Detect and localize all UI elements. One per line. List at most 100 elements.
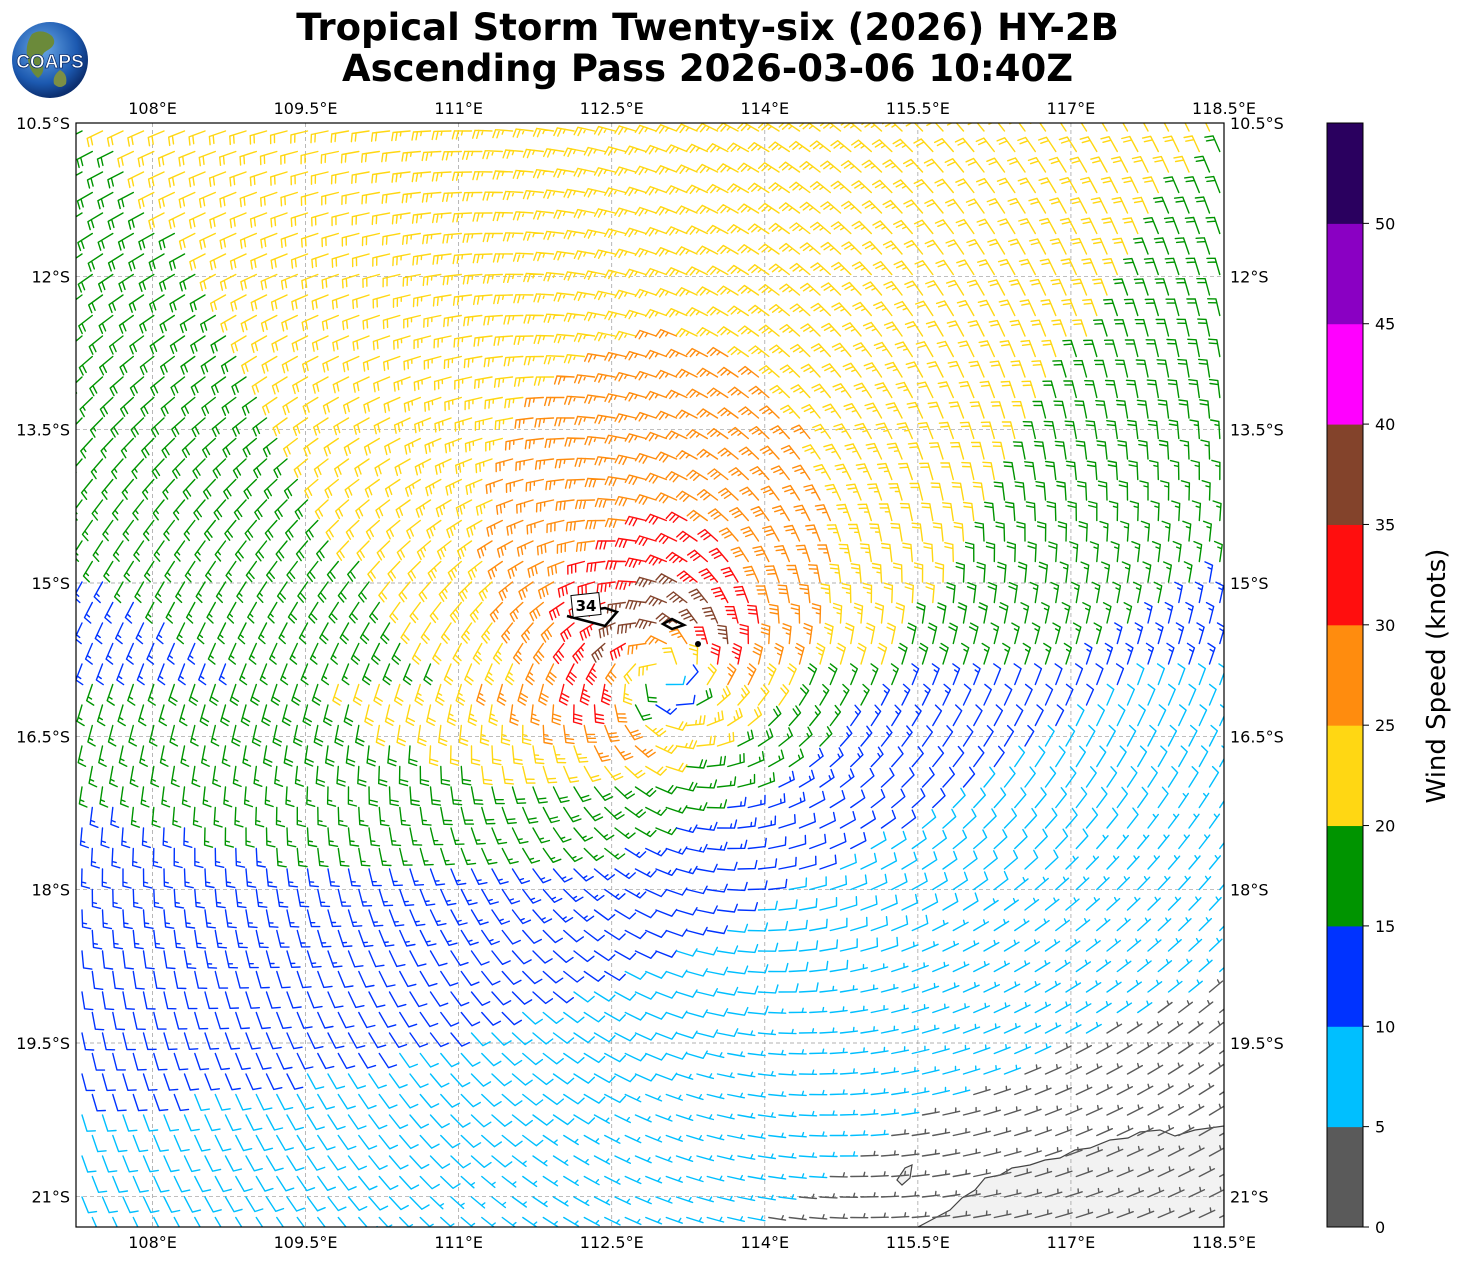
wind-barb xyxy=(384,478,401,498)
wind-barb xyxy=(378,1011,397,1028)
wind-barb xyxy=(358,847,371,867)
wind-barb xyxy=(504,437,524,451)
wind-barb xyxy=(1116,959,1132,973)
wind-barb xyxy=(932,787,946,809)
wind-barb xyxy=(1072,319,1088,337)
wind-barb xyxy=(1054,663,1063,686)
wind-barb xyxy=(973,704,983,727)
wind-barb xyxy=(696,1196,714,1203)
wind-barb xyxy=(296,888,310,908)
wind-barb xyxy=(371,171,391,184)
wind-barb xyxy=(198,150,216,167)
wind-barb xyxy=(880,1191,900,1198)
wind-barb xyxy=(920,502,934,522)
wind-barb xyxy=(78,355,93,376)
wind-barb xyxy=(737,365,760,378)
wind-barb xyxy=(76,253,83,259)
wind-barb xyxy=(214,970,229,989)
wind-barb xyxy=(309,642,319,665)
wind-barb xyxy=(325,519,339,541)
wind-barb xyxy=(921,767,935,788)
wind-barb xyxy=(162,478,175,500)
wind-barb xyxy=(553,168,575,178)
wind-barb xyxy=(89,376,104,397)
colorbar-tick-label: 40 xyxy=(1375,415,1395,434)
wind-barb xyxy=(76,663,84,686)
wind-barb xyxy=(1146,379,1159,399)
wind-barb xyxy=(178,232,196,250)
wind-barb xyxy=(163,1196,181,1213)
wind-barb xyxy=(120,396,134,417)
wind-barb xyxy=(451,130,473,140)
wind-barb xyxy=(240,314,257,333)
wind-barb xyxy=(274,765,284,787)
wind-barb xyxy=(833,423,852,440)
wind-barb xyxy=(375,499,391,519)
wind-barb xyxy=(173,1134,190,1152)
wind-barb xyxy=(1171,500,1181,522)
wind-barb xyxy=(1116,1000,1133,1014)
wind-barb xyxy=(405,704,416,726)
wind-barb xyxy=(655,1072,678,1081)
wind-barb xyxy=(962,982,980,993)
wind-barb xyxy=(1106,724,1116,747)
wind-barb xyxy=(467,704,478,726)
wind-barb xyxy=(916,381,934,399)
wind-barb xyxy=(706,799,728,809)
wind-barb xyxy=(81,1155,97,1173)
wind-barb xyxy=(990,622,1000,645)
lon-tick-label-top: 118.5°E xyxy=(1192,99,1256,118)
wind-barb xyxy=(355,724,365,747)
wind-barb xyxy=(540,622,555,643)
wind-barb xyxy=(952,1169,971,1178)
wind-barb xyxy=(995,521,1006,542)
wind-barb xyxy=(645,1216,663,1225)
wind-barb xyxy=(762,525,780,542)
wind-barb xyxy=(624,309,647,320)
wind-barb xyxy=(778,1194,797,1200)
colorbar-bin xyxy=(1327,925,1363,1027)
wind-barb xyxy=(552,1155,569,1166)
wind-barb xyxy=(860,937,879,952)
wind-barb xyxy=(129,335,145,355)
wind-barb xyxy=(1008,581,1018,604)
wind-barb xyxy=(1055,1043,1072,1055)
wind-barb xyxy=(1207,298,1221,317)
wind-barb xyxy=(850,1171,869,1178)
wind-barb xyxy=(294,499,309,520)
wind-barb xyxy=(789,222,811,235)
wind-barb xyxy=(1075,745,1086,768)
wind-barb xyxy=(503,355,524,367)
wind-barb xyxy=(347,909,363,927)
wind-barb xyxy=(820,282,842,296)
wind-barb xyxy=(829,832,847,850)
wind-barb xyxy=(932,1169,951,1178)
wind-barb xyxy=(1052,360,1067,378)
wind-barb xyxy=(554,417,575,427)
wind-barb xyxy=(252,417,268,437)
wind-barb xyxy=(878,503,893,522)
wind-barb xyxy=(418,581,432,603)
wind-barb xyxy=(862,281,883,296)
wind-barb xyxy=(326,560,339,582)
wind-barb xyxy=(341,191,360,206)
wind-barb xyxy=(665,267,688,277)
wind-barb xyxy=(997,561,1007,583)
wind-barb xyxy=(625,599,647,610)
wind-barb xyxy=(788,1131,807,1138)
wind-barb xyxy=(706,265,729,276)
wind-barb xyxy=(921,725,933,747)
wind-barb xyxy=(634,329,657,340)
wind-barb xyxy=(224,909,237,929)
wind-barb xyxy=(778,202,801,214)
wind-barb xyxy=(248,642,257,665)
wind-barb xyxy=(524,396,544,408)
wind-barb xyxy=(614,1073,637,1083)
wind-barb xyxy=(1201,480,1211,501)
wind-barb xyxy=(665,846,688,855)
wind-barb xyxy=(1186,298,1200,317)
wind-barb xyxy=(327,991,344,1009)
wind-barb xyxy=(158,232,175,251)
wind-barb xyxy=(1024,939,1040,952)
wind-barb xyxy=(675,409,698,419)
